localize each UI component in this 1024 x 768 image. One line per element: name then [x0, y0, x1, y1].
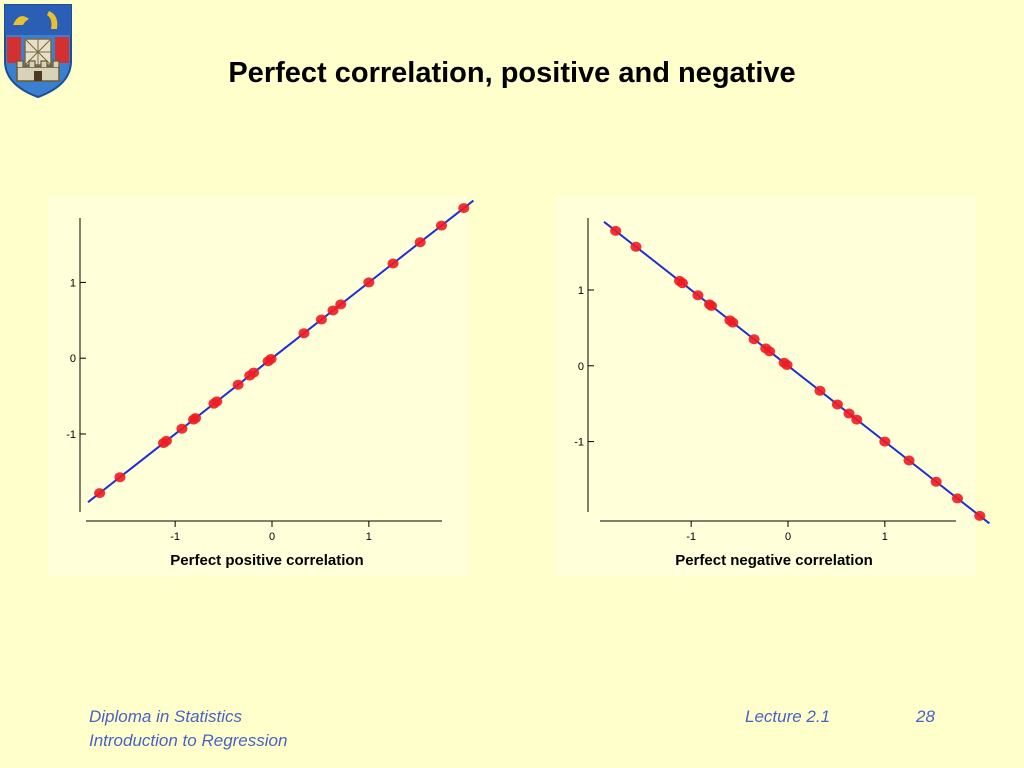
data-point: [610, 225, 622, 236]
data-point: [248, 367, 260, 378]
data-point: [676, 278, 688, 289]
y-tick-label: -1: [574, 437, 584, 449]
data-point: [458, 203, 470, 214]
x-tick-label: -1: [170, 531, 180, 543]
data-point: [727, 317, 739, 328]
x-tick-label: 0: [269, 531, 275, 543]
y-tick-label: 1: [578, 285, 584, 297]
slide-title: Perfect correlation, positive and negati…: [228, 57, 796, 89]
x-tick-label: 1: [366, 531, 372, 543]
data-point: [630, 241, 642, 252]
data-point: [94, 488, 106, 499]
data-point: [414, 237, 426, 248]
x-tick-label: 0: [785, 531, 791, 543]
data-point: [176, 423, 188, 434]
data-point: [363, 277, 375, 288]
college-crest-logo: [4, 4, 72, 99]
y-tick-label: 1: [70, 277, 76, 289]
footer-lecture-topic: Introduction to Regression: [89, 731, 288, 750]
footer-course-name: Diploma in Statistics: [89, 707, 243, 726]
data-point: [327, 305, 339, 316]
data-point: [705, 300, 717, 311]
x-tick-label: 1: [882, 531, 888, 543]
data-point: [781, 360, 793, 371]
data-point: [160, 435, 172, 446]
footer-page-number: 28: [916, 707, 935, 726]
data-point: [814, 385, 826, 396]
data-point: [748, 334, 760, 345]
data-point: [189, 413, 201, 424]
data-point: [879, 436, 891, 447]
x-axis-label: Perfect negative correlation: [675, 552, 873, 569]
x-tick-label: -1: [686, 531, 696, 543]
data-point: [843, 408, 855, 419]
data-point: [298, 328, 310, 339]
data-point: [335, 299, 347, 310]
data-point: [692, 290, 704, 301]
negative-correlation-plot: -1 0 1 1 0 -1 Perfect negative correlation: [574, 218, 991, 569]
data-point: [974, 510, 986, 521]
fit-line: [87, 199, 475, 503]
data-point: [387, 258, 399, 269]
fit-line: [603, 221, 991, 525]
data-point: [903, 455, 915, 466]
data-point: [951, 493, 963, 504]
data-point: [764, 346, 776, 357]
data-point: [315, 314, 327, 325]
y-tick-label: 0: [70, 353, 76, 365]
negative-correlation-chart: -1 0 1 1 0 -1 Perfect negative correlation: [556, 196, 991, 576]
data-point: [930, 476, 942, 487]
data-point: [211, 396, 223, 407]
data-point: [851, 414, 863, 425]
y-tick-label: -1: [66, 429, 76, 441]
data-point: [265, 353, 277, 364]
data-point: [435, 220, 447, 231]
positive-correlation-plot: -1 0 1 1 0 -1 Perfect positive correlation: [66, 199, 475, 569]
footer-lecture-number: Lecture 2.1: [745, 707, 831, 726]
y-tick-label: 0: [578, 361, 584, 373]
x-axis-label: Perfect positive correlation: [170, 552, 363, 569]
data-point: [232, 379, 244, 390]
data-point: [114, 472, 126, 483]
data-point: [831, 399, 843, 410]
positive-correlation-chart: -1 0 1 1 0 -1 Perfect positive correlation: [48, 196, 475, 576]
